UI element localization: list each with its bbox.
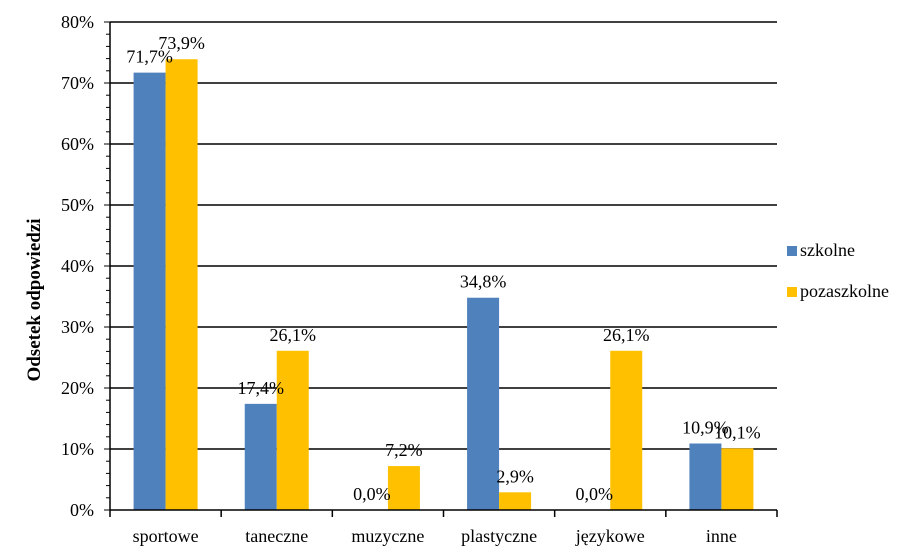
y-tick-label: 0% bbox=[70, 500, 94, 520]
data-label: 34,8% bbox=[460, 272, 507, 292]
bars bbox=[133, 59, 754, 511]
data-label: 71,7% bbox=[126, 47, 173, 67]
data-label: 10,9% bbox=[682, 418, 729, 438]
bar-pozaszkolne-5 bbox=[721, 448, 754, 510]
legend-label-szkolne: szkolne bbox=[800, 240, 855, 260]
axes bbox=[104, 21, 778, 517]
bar-pozaszkolne-2 bbox=[387, 466, 420, 510]
y-tick-label: 30% bbox=[61, 317, 94, 337]
x-category-label: muzyczne bbox=[351, 526, 424, 546]
y-tick-labels: 0% 10% 20% 30% 40% 50% 60% 70% 80% bbox=[61, 12, 94, 520]
data-label: 26,1% bbox=[603, 325, 650, 345]
data-label: 26,1% bbox=[270, 325, 317, 345]
data-label: 2,9% bbox=[496, 466, 534, 486]
bar-szkolne-3 bbox=[467, 297, 500, 510]
y-axis-label: Odsetek odpowiedzi bbox=[24, 218, 45, 381]
y-tick-label: 40% bbox=[61, 256, 94, 276]
gridlines bbox=[110, 21, 777, 450]
y-tick-label: 60% bbox=[61, 134, 94, 154]
data-label: 17,4% bbox=[238, 378, 285, 398]
x-category-label: inne bbox=[706, 526, 737, 546]
data-label: 7,2% bbox=[385, 440, 423, 460]
bar-szkolne-5 bbox=[689, 443, 722, 510]
legend-swatch-pozaszkolne bbox=[787, 287, 797, 297]
y-tick-label: 20% bbox=[61, 378, 94, 398]
x-category-label: taneczne bbox=[245, 526, 308, 546]
legend-label-pozaszkolne: pozaszkolne bbox=[800, 281, 889, 301]
data-label: 0,0% bbox=[576, 484, 614, 504]
x-category-label: sportowe bbox=[133, 526, 199, 546]
x-category-labels: sportowe taneczne muzyczne plastyczne języko… bbox=[133, 526, 737, 546]
y-tick-label: 10% bbox=[61, 439, 94, 459]
data-label: 0,0% bbox=[353, 484, 391, 504]
bar-pozaszkolne-1 bbox=[276, 350, 309, 510]
bar-pozaszkolne-0 bbox=[165, 59, 198, 511]
bar-szkolne-1 bbox=[244, 403, 277, 510]
data-labels: 71,7%73,9% 17,4% 26,1% 0,0% 7,2% 34,8% 2,9% 0,0… bbox=[126, 33, 760, 504]
y-tick-label: 80% bbox=[61, 12, 94, 32]
x-category-label: językowe bbox=[575, 526, 645, 546]
bar-pozaszkolne-4 bbox=[610, 350, 643, 510]
bar-szkolne-0 bbox=[133, 72, 166, 510]
data-label: 10,1% bbox=[714, 422, 761, 442]
data-label: 73,9% bbox=[158, 33, 205, 53]
bar-pozaszkolne-3 bbox=[499, 492, 532, 510]
y-tick-label: 70% bbox=[61, 73, 94, 93]
y-tick-label: 50% bbox=[61, 195, 94, 215]
legend: szkolne pozaszkolne bbox=[787, 240, 889, 301]
legend-swatch-szkolne bbox=[787, 246, 797, 256]
x-category-label: plastyczne bbox=[461, 526, 537, 546]
